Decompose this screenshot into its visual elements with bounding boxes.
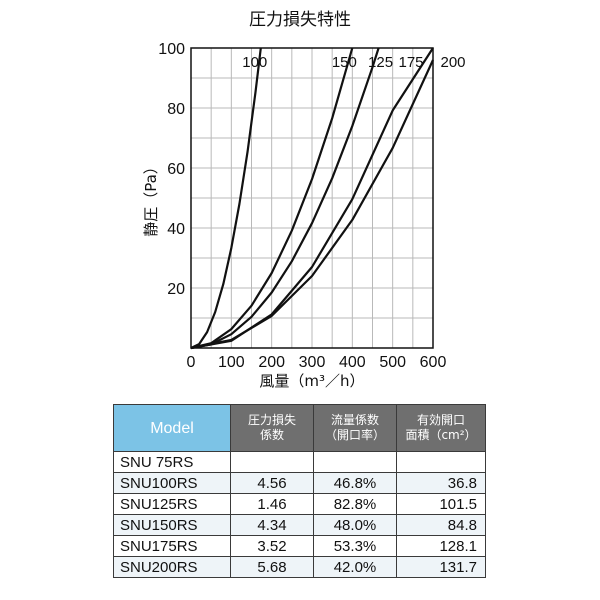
y-tick-label: 80	[167, 101, 185, 118]
model-cell: SNU125RS	[113, 493, 231, 515]
chart-curves	[190, 47, 434, 350]
model-cell: SNU100RS	[113, 472, 231, 494]
table-row: SNU125RS 1.46 82.8% 101.5	[113, 493, 486, 515]
pressure-loss-chart: 圧力損失特性 100 150 125 175 200 0 100 200 300 400 500 60…	[142, 10, 466, 390]
series-line-150	[190, 47, 354, 350]
series-label-150: 150	[332, 54, 357, 71]
loss-coefficient-cell: 5.68	[230, 556, 314, 578]
y-tick-label: 60	[167, 161, 185, 178]
chart-labels: 100 150 125 175 200 0 100 200 300 400 500 600 20 40 60…	[158, 41, 465, 371]
y-tick-label: 100	[158, 41, 185, 58]
flow-coefficient-cell: 53.3%	[313, 535, 397, 557]
x-tick-label: 0	[187, 354, 196, 371]
x-tick-label: 400	[339, 354, 366, 371]
loss-coefficient-cell: 3.52	[230, 535, 314, 557]
y-tick-label: 20	[167, 281, 185, 298]
header-line: （開口率）	[324, 428, 385, 442]
opening-area-cell: 84.8	[396, 514, 486, 536]
loss-coefficient-cell: 1.46	[230, 493, 314, 515]
series-line-125	[190, 47, 380, 350]
series-line-200	[190, 59, 434, 350]
x-tick-label: 300	[299, 354, 326, 371]
loss-coefficient-cell: 4.56	[230, 472, 314, 494]
opening-area-cell	[396, 451, 486, 473]
model-column-header: Model	[113, 404, 231, 452]
table-row: SNU200RS 5.68 42.0% 131.7	[113, 556, 486, 578]
x-tick-label: 500	[379, 354, 406, 371]
loss-coefficient-header: 圧力損失 係数	[230, 404, 314, 452]
flow-coefficient-cell: 48.0%	[313, 514, 397, 536]
loss-coefficient-cell	[230, 451, 314, 473]
header-line: 圧力損失	[247, 413, 296, 427]
flow-coefficient-header: 流量係数 （開口率）	[313, 404, 397, 452]
opening-area-cell: 128.1	[396, 535, 486, 557]
opening-area-cell: 131.7	[396, 556, 486, 578]
y-tick-label: 40	[167, 221, 185, 238]
series-label-200: 200	[440, 54, 465, 71]
y-axis-title: 静圧（Pa）	[142, 159, 160, 237]
header-line: 係数	[259, 428, 284, 442]
table-row: SNU100RS 4.56 46.8% 36.8	[113, 472, 486, 494]
opening-area-cell: 101.5	[396, 493, 486, 515]
series-line-100	[190, 47, 262, 349]
flow-coefficient-cell: 42.0%	[313, 556, 397, 578]
opening-area-cell: 36.8	[396, 472, 486, 494]
plot-frame	[190, 47, 434, 349]
table-row: SNU175RS 3.52 53.3% 128.1	[113, 535, 486, 557]
model-cell: SNU150RS	[113, 514, 231, 536]
x-tick-label: 600	[420, 354, 447, 371]
chart-title: 圧力損失特性	[249, 10, 351, 30]
model-cell: SNU200RS	[113, 556, 231, 578]
flow-coefficient-cell: 82.8%	[313, 493, 397, 515]
header-line: 面積（cm²）	[405, 428, 477, 442]
table-row: SNU 75RS	[113, 451, 486, 473]
chart-grid	[191, 48, 433, 348]
table-row: SNU150RS 4.34 48.0% 84.8	[113, 514, 486, 536]
flow-coefficient-cell: 46.8%	[313, 472, 397, 494]
x-tick-label: 100	[218, 354, 245, 371]
table-body: SNU 75RS SNU100RS 4.56 46.8% 36.8 SNU125RS 1.4…	[113, 451, 486, 578]
table-header-row: Model 圧力損失 係数 流量係数 （開口率） 有効開口 面積（cm²）	[113, 404, 486, 452]
x-tick-label: 200	[258, 354, 285, 371]
series-label-100: 100	[242, 54, 267, 71]
header-line: 有効開口	[416, 413, 465, 427]
series-label-125: 125	[368, 54, 393, 71]
model-cell: SNU175RS	[113, 535, 231, 557]
flow-coefficient-cell	[313, 451, 397, 473]
specification-table: Model 圧力損失 係数 流量係数 （開口率） 有効開口 面積（cm²） SNU 7…	[113, 404, 486, 578]
header-line: 流量係数	[330, 413, 379, 427]
opening-area-header: 有効開口 面積（cm²）	[396, 404, 486, 452]
loss-coefficient-cell: 4.34	[230, 514, 314, 536]
x-axis-title: 風量（m³／h）	[259, 372, 364, 390]
model-cell: SNU 75RS	[113, 451, 231, 473]
series-label-175: 175	[398, 54, 423, 71]
